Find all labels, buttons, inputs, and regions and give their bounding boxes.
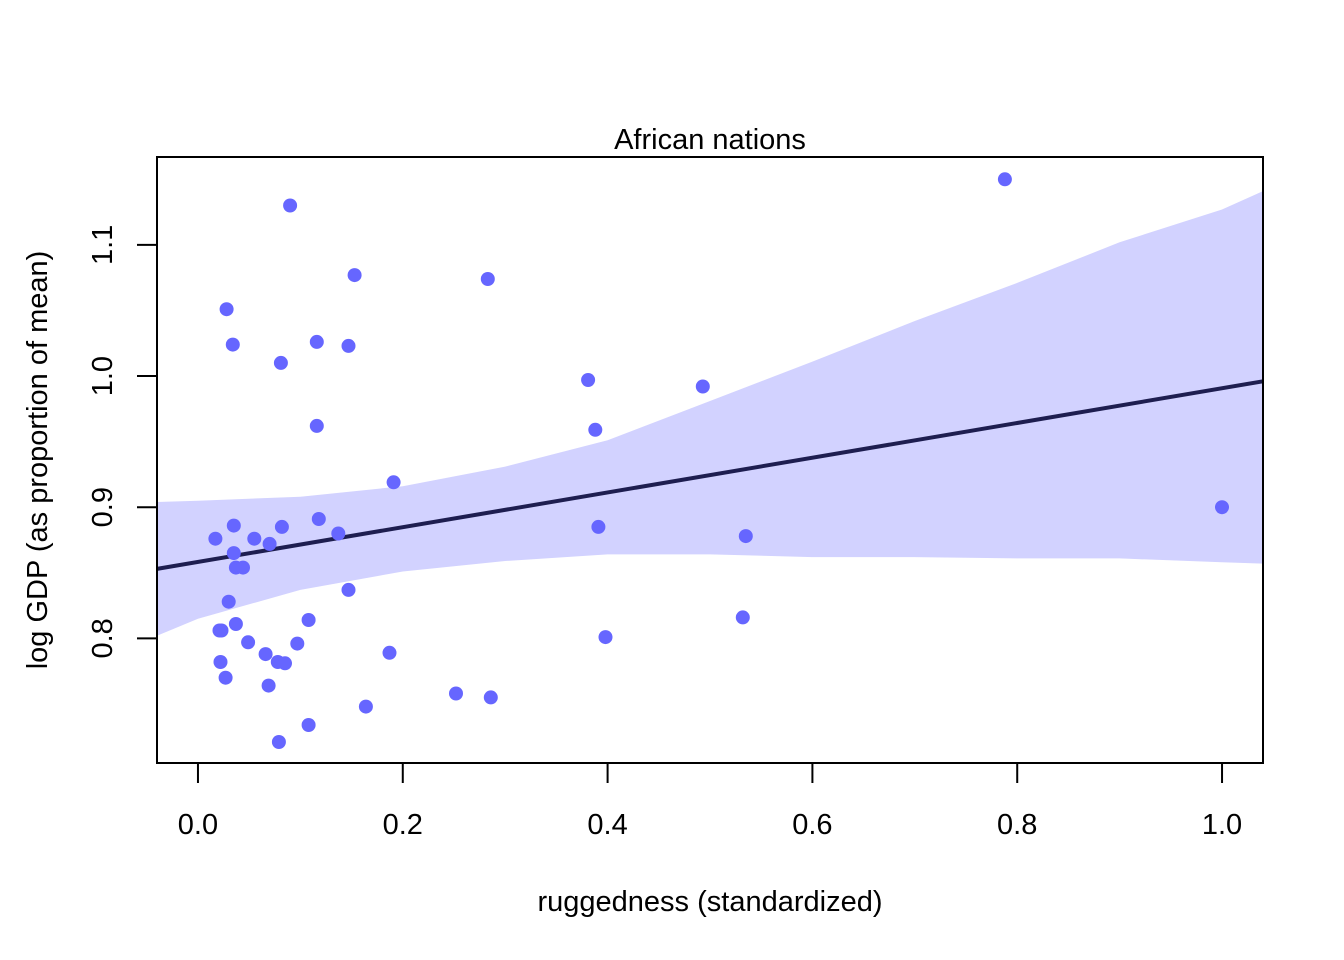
interval-band xyxy=(157,191,1263,636)
data-point xyxy=(278,656,292,671)
x-axis: 0.0 0.2 0.4 0.6 0.8 1.0 xyxy=(178,762,1242,841)
data-point xyxy=(382,645,397,660)
data-point xyxy=(588,422,603,437)
x-tick-label: 1.0 xyxy=(1202,809,1242,841)
data-point xyxy=(331,526,346,541)
data-point xyxy=(341,338,356,353)
data-point xyxy=(341,582,356,597)
data-point xyxy=(208,531,223,546)
data-point xyxy=(261,678,276,693)
data-point xyxy=(262,536,277,551)
data-point xyxy=(258,647,273,662)
data-point xyxy=(480,272,495,286)
data-point xyxy=(283,198,298,213)
data-point xyxy=(226,518,241,533)
data-point xyxy=(301,718,316,732)
data-point xyxy=(213,655,228,669)
y-tick-label: 1.0 xyxy=(87,356,119,396)
data-point xyxy=(226,546,241,561)
x-tick-label: 0.2 xyxy=(383,809,423,841)
data-point xyxy=(221,594,236,609)
data-point xyxy=(228,617,243,631)
y-tick-label: 1.1 xyxy=(87,225,119,265)
data-point xyxy=(271,735,286,749)
x-axis-title: ruggedness (standardized) xyxy=(538,886,883,918)
chart-title: African nations xyxy=(614,124,806,156)
data-point xyxy=(309,334,324,349)
data-point xyxy=(225,337,240,352)
x-tick-label: 0.0 xyxy=(178,809,218,841)
data-point xyxy=(1215,500,1229,515)
data-point xyxy=(301,613,316,627)
interval-band-layer xyxy=(157,191,1263,636)
data-point xyxy=(274,519,289,534)
x-tick-label: 0.8 xyxy=(997,809,1037,841)
data-point xyxy=(241,635,256,650)
data-points-layer xyxy=(208,172,1229,749)
data-point xyxy=(309,418,324,433)
data-point xyxy=(735,610,750,625)
x-tick-label: 0.4 xyxy=(587,809,627,841)
data-point xyxy=(358,699,373,714)
data-point xyxy=(483,690,498,705)
data-point xyxy=(695,379,710,394)
data-point xyxy=(247,531,262,546)
data-point xyxy=(347,268,362,283)
data-point xyxy=(581,373,596,387)
data-point xyxy=(311,512,326,526)
data-point xyxy=(219,302,234,317)
data-point xyxy=(997,172,1012,187)
y-axis-title: log GDP (as proportion of mean) xyxy=(22,251,54,670)
data-point xyxy=(591,519,606,534)
data-point xyxy=(214,623,229,638)
data-point xyxy=(236,560,250,575)
data-point xyxy=(290,636,305,651)
data-point xyxy=(598,630,613,645)
data-point xyxy=(218,670,233,685)
y-tick-label: 0.8 xyxy=(87,618,119,658)
data-point xyxy=(386,475,401,490)
y-axis: 0.8 0.9 1.0 1.1 xyxy=(87,225,158,659)
data-point xyxy=(449,686,463,701)
y-tick-label: 0.9 xyxy=(87,487,119,527)
data-point xyxy=(273,355,288,370)
data-point xyxy=(738,529,753,544)
x-tick-label: 0.6 xyxy=(792,809,832,841)
